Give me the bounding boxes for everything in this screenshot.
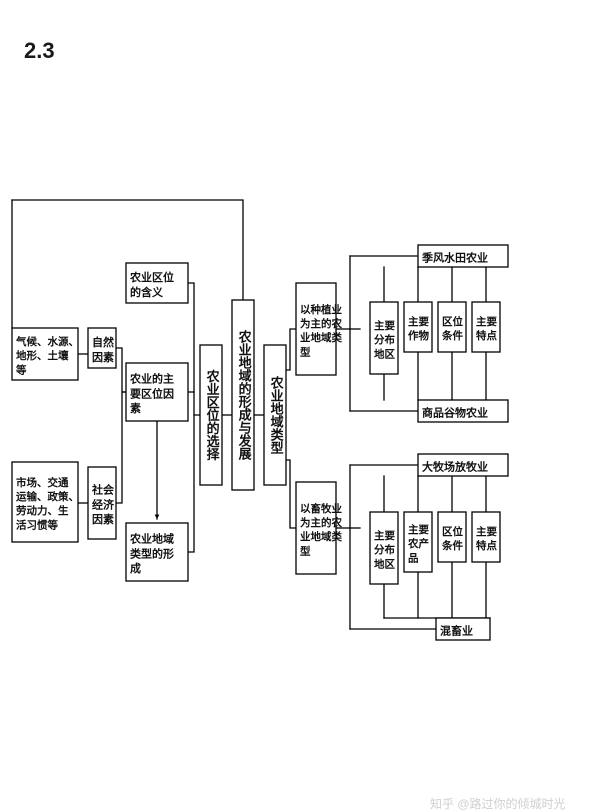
- node-n_monsoon: 季风水田农业: [418, 245, 508, 267]
- svg-text:品: 品: [408, 552, 419, 564]
- svg-text:型: 型: [300, 544, 311, 557]
- svg-text:条件: 条件: [441, 539, 463, 552]
- svg-text:以畜牧业: 以畜牧业: [300, 502, 342, 515]
- node-n_grain: 商品谷物农业: [418, 400, 508, 422]
- node-m1_b: 主要作物: [404, 302, 432, 352]
- svg-text:活习惯等: 活习惯等: [16, 518, 58, 531]
- svg-text:农业区位的选择: 农业区位的选择: [205, 369, 221, 462]
- node-n_social: 社会经济因素: [88, 467, 116, 539]
- svg-text:地形、土壤: 地形、土壤: [16, 349, 69, 362]
- node-m2_d: 主要特点: [472, 512, 500, 562]
- node-m2_c: 区位条件: [438, 512, 466, 562]
- node-m1_a: 主要分布地区: [370, 302, 398, 374]
- svg-text:社会: 社会: [91, 483, 115, 497]
- svg-text:主要: 主要: [374, 319, 395, 332]
- svg-text:特点: 特点: [476, 329, 497, 342]
- node-n_ranch: 大牧场放牧业: [418, 454, 508, 476]
- svg-text:农业地域的形成与发展: 农业地域的形成与发展: [237, 329, 253, 461]
- svg-text:因素: 因素: [92, 350, 114, 364]
- node-n_factors: 农业的主要区位因素: [126, 363, 188, 421]
- node-n_herd: 以畜牧业为主的农业地域类型: [296, 482, 342, 574]
- node-n_agtypes: 农业地域类型: [264, 345, 286, 485]
- svg-text:季风水田农业: 季风水田农业: [421, 250, 488, 264]
- svg-text:劳动力、生: 劳动力、生: [16, 504, 69, 517]
- svg-text:自然: 自然: [92, 335, 114, 349]
- diagram-canvas: { "heading": { "text": "2.3", "x": 24, "…: [0, 0, 600, 808]
- svg-text:农业地域: 农业地域: [129, 532, 174, 546]
- node-n_type_form: 农业地域类型的形成: [126, 523, 188, 581]
- svg-text:主要: 主要: [374, 529, 395, 542]
- svg-text:主要: 主要: [408, 315, 429, 328]
- svg-text:以种植业: 以种植业: [300, 303, 342, 316]
- node-m1_c: 区位条件: [438, 302, 466, 352]
- svg-text:区位: 区位: [442, 315, 463, 328]
- svg-text:类型的形: 类型的形: [130, 546, 174, 560]
- flowchart-svg: 气候、水源、地形、土壤等市场、交通运输、政策、劳动力、生活习惯等自然因素社会经济…: [0, 0, 600, 808]
- svg-text:型: 型: [300, 345, 311, 358]
- node-n_plant: 以种植业为主的农业地域类型: [296, 283, 342, 375]
- svg-text:商品谷物农业: 商品谷物农业: [422, 405, 488, 419]
- node-n_nature: 自然因素: [88, 328, 116, 368]
- svg-text:素: 素: [130, 401, 141, 415]
- svg-text:混畜业: 混畜业: [440, 623, 473, 637]
- svg-text:农业地域类型: 农业地域类型: [269, 375, 285, 454]
- svg-text:主要: 主要: [408, 523, 429, 536]
- node-n_meaning: 农业区位的含义: [126, 263, 188, 303]
- svg-text:业地域类: 业地域类: [300, 331, 342, 344]
- node-m1_d: 主要特点: [472, 302, 500, 352]
- node-m2_a: 主要分布地区: [370, 512, 398, 584]
- svg-text:地区: 地区: [374, 347, 395, 360]
- svg-text:分布: 分布: [374, 543, 395, 556]
- svg-text:农产: 农产: [407, 537, 429, 550]
- svg-text:运输、政策、: 运输、政策、: [16, 490, 79, 503]
- svg-text:地区: 地区: [374, 557, 395, 570]
- svg-text:业地域类: 业地域类: [300, 530, 342, 543]
- node-m2_b: 主要农产品: [404, 512, 432, 572]
- svg-text:为主的农: 为主的农: [300, 516, 342, 529]
- svg-text:作物: 作物: [408, 329, 429, 342]
- svg-text:主要: 主要: [476, 525, 497, 538]
- svg-text:经济: 经济: [92, 497, 115, 511]
- node-n_mixed: 混畜业: [436, 618, 490, 640]
- svg-text:等: 等: [15, 363, 27, 376]
- svg-text:要区位因: 要区位因: [130, 386, 174, 400]
- svg-text:条件: 条件: [441, 329, 463, 342]
- svg-text:为主的农: 为主的农: [300, 317, 342, 330]
- svg-text:成: 成: [130, 561, 141, 575]
- svg-text:市场、交通: 市场、交通: [16, 476, 69, 489]
- svg-text:农业的主: 农业的主: [129, 372, 174, 386]
- svg-text:分布: 分布: [374, 333, 395, 346]
- svg-text:气候、水源、: 气候、水源、: [15, 335, 79, 348]
- svg-text:主要: 主要: [476, 315, 497, 328]
- svg-text:因素: 因素: [92, 512, 114, 526]
- svg-text:大牧场放牧业: 大牧场放牧业: [422, 459, 488, 473]
- node-n_climate: 气候、水源、地形、土壤等: [12, 328, 79, 380]
- svg-text:农业区位: 农业区位: [129, 270, 174, 284]
- node-n_select: 农业区位的选择: [200, 345, 222, 485]
- svg-text:区位: 区位: [442, 525, 463, 538]
- svg-text:的含义: 的含义: [130, 285, 164, 299]
- svg-text:特点: 特点: [476, 539, 497, 552]
- node-n_market: 市场、交通运输、政策、劳动力、生活习惯等: [12, 462, 79, 542]
- node-n_formdev: 农业地域的形成与发展: [232, 300, 254, 490]
